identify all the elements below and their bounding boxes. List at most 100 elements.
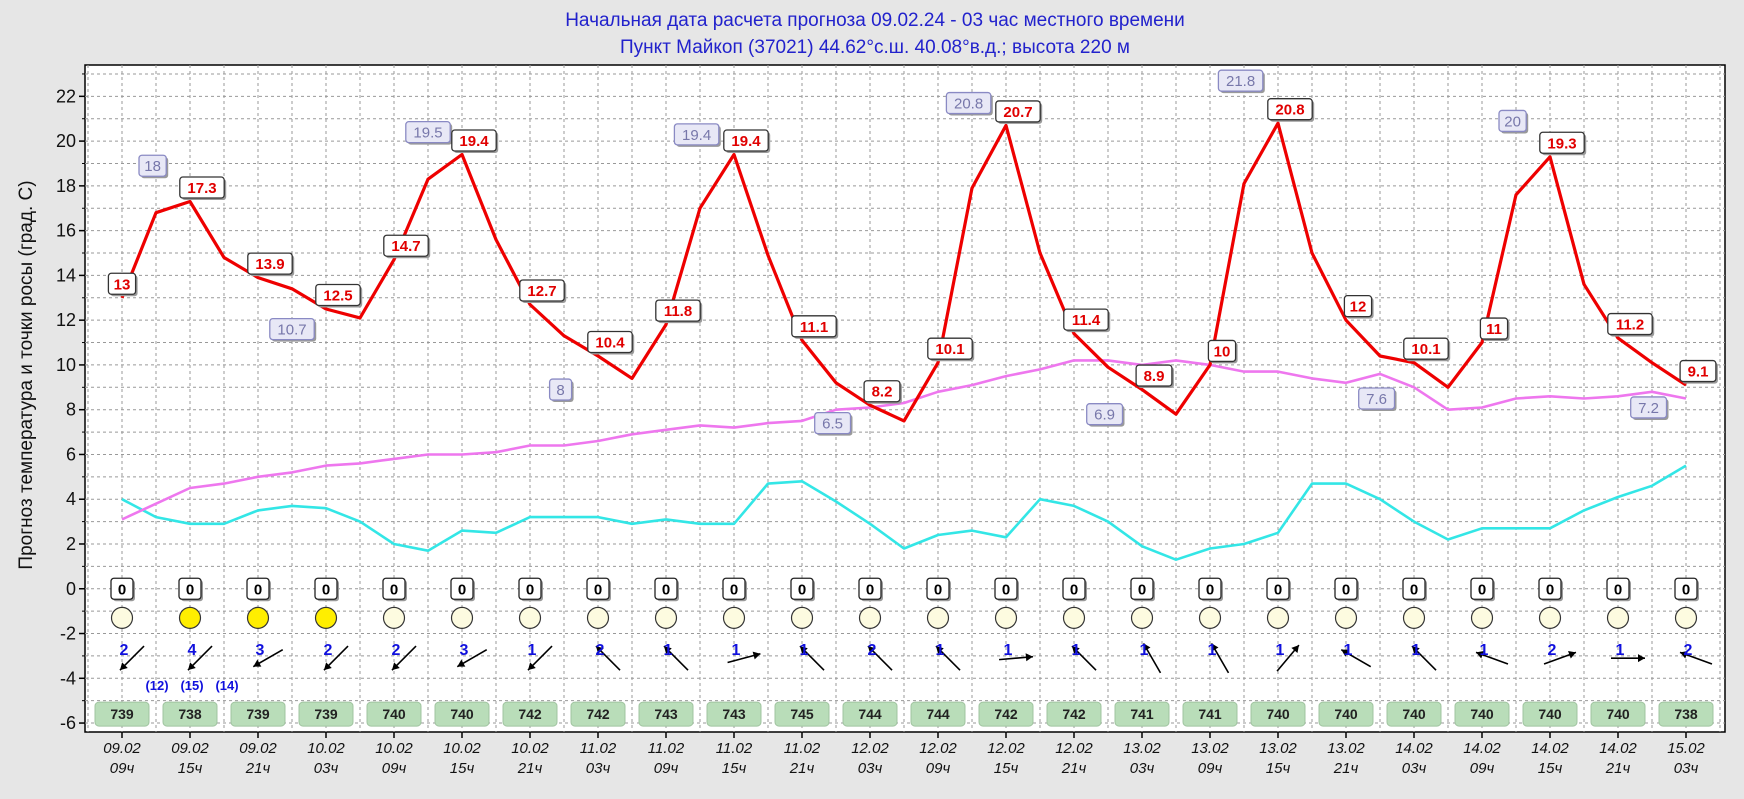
wind-speed-label: 1 [936,642,945,659]
precip-label: 0 [246,577,271,602]
temp-label-text: 8.9 [1144,368,1165,385]
wind-arrow-head [1411,646,1420,654]
temp-label-box [247,252,293,275]
clear-sky-icon [858,606,882,629]
clear-sky-icon [450,606,474,629]
precip-label-text: 0 [1682,581,1690,598]
wind-speed-label: 4 [188,642,197,659]
dew-label: 6.9 [1086,403,1125,427]
y-tick-label: 22 [56,86,76,106]
pressure-text: 738 [1674,706,1698,722]
clear-sky-icon [1674,606,1698,629]
pressure-box [1046,701,1102,727]
precip-label-text: 0 [594,581,602,598]
temp-label-text: 11.2 [1616,317,1644,334]
wind-arrow [1679,650,1713,665]
wind-speed-label: 2 [1684,642,1693,659]
clear-sky-icon [110,606,134,629]
sun-icon [314,606,338,629]
pressure-label: 744 [842,701,898,727]
wind-arrow-head [1143,643,1151,652]
series-line-dewpoint [121,359,1687,521]
pressure-label: 738 [162,701,218,727]
x-tick-hour: 15ч [722,760,747,777]
precip-label-box [1402,577,1426,600]
wind-arrow-head [1071,646,1080,654]
pressure-text: 740 [1334,706,1358,722]
dew-label-text: 6.9 [1094,407,1115,424]
pressure-text: 739 [246,706,270,722]
y-tick-label: 16 [56,221,76,241]
pressure-box [1590,701,1646,727]
temp-label: 10.1 [1403,337,1451,362]
x-tick-date: 14.02 [1531,740,1569,757]
wind-arrow-head [1211,643,1219,652]
chart-title-line-1: Начальная дата расчета прогноза 09.02.24… [565,10,1185,31]
temp-label-text: 20.7 [1003,104,1032,121]
clear-sky-icon [1470,606,1494,629]
pressure-box [366,701,422,727]
wind-arrow-head [1568,650,1576,659]
pressure-box [1386,701,1442,727]
y-tick-label: 0 [66,579,76,599]
dew-label: 7.2 [1630,396,1669,420]
temp-label: 20.8 [1267,98,1315,122]
dew-label-box [673,123,720,146]
x-tick-hour: 03ч [858,760,883,777]
wind-arrow [663,645,689,671]
temp-label-text: 12 [1350,299,1367,316]
temp-label-box [1063,308,1109,331]
temp-label-text: 12.5 [323,287,352,304]
pressure-label: 738 [1658,701,1714,727]
temp-label: 17.3 [179,176,227,201]
wind-arrow [1276,644,1300,672]
precip-label: 0 [450,577,475,602]
clear-sky-icon [790,606,814,629]
temp-label-box [107,272,137,295]
pressure-text: 739 [314,706,338,722]
x-tick-date: 13.02 [1123,740,1161,757]
pressure-text: 740 [1606,706,1630,722]
temp-label: 11.4 [1063,308,1111,333]
pressure-text: 744 [858,706,882,722]
temp-label: 13.9 [247,252,295,277]
pressure-text: 740 [382,706,406,722]
pressure-box [502,701,558,727]
pressure-label: 740 [434,701,490,727]
precip-label-box [314,577,338,600]
precip-label: 0 [382,577,407,602]
dew-label: 20 [1498,109,1529,134]
pressure-label: 740 [366,701,422,727]
wind-speed-label: 2 [392,642,401,659]
precip-label-box [110,577,134,600]
y-tick-label: -2 [60,624,76,644]
precip-label: 0 [586,577,611,602]
precip-label-text: 0 [1206,581,1214,598]
temp-label: 9.1 [1679,359,1718,384]
temp-label-box [383,234,429,257]
temp-label-box [1267,98,1313,121]
wind-speed-label: 1 [528,642,537,659]
sun-icon [246,606,270,629]
y-tick-label: -4 [60,668,76,688]
pressure-text: 742 [518,706,542,722]
clear-sky-icon [994,606,1018,629]
pressure-label: 740 [1318,701,1374,727]
precip-label-text: 0 [1070,581,1078,598]
pressure-label: 740 [1386,701,1442,727]
dew-label: 19.4 [673,123,721,147]
pressure-label: 739 [230,701,286,727]
wind-arrow-head [867,646,876,654]
precip-label: 0 [722,577,747,602]
pressure-text: 743 [722,706,746,722]
x-tick-date: 14.02 [1599,740,1637,757]
precip-label-text: 0 [1002,581,1010,598]
x-tick-date: 11.02 [580,740,617,757]
dew-label: 8 [548,378,574,403]
temp-label-box [927,337,973,360]
pressure-box [706,701,762,727]
temp-label: 11 [1479,317,1510,342]
precip-label-text: 0 [1410,581,1418,598]
wind-speed-label: 1 [1208,642,1217,659]
temp-label-text: 17.3 [187,180,216,197]
